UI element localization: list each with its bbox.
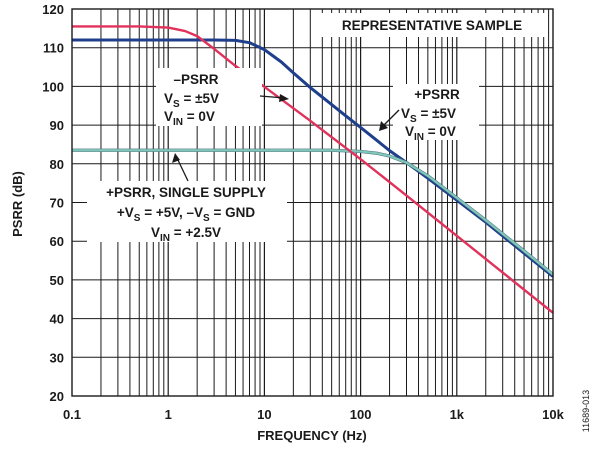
- y-tick-label: 100: [42, 79, 64, 94]
- x-axis-title: FREQUENCY (Hz): [257, 428, 367, 443]
- annotation-sample-box: [319, 13, 546, 37]
- y-tick-label: 110: [43, 41, 64, 56]
- y-tick-label: 90: [50, 118, 64, 133]
- y-tick-label: 40: [50, 312, 64, 327]
- series-line-pos-psrr: [72, 38, 554, 278]
- x-tick-label: 10: [257, 407, 271, 422]
- annotation-pos-box: [393, 84, 479, 140]
- x-tick-label: 1k: [450, 407, 465, 422]
- series-line-pos-psrr-single: [72, 149, 554, 276]
- single-psrr-label: +PSRR, SINGLE SUPPLY: [106, 185, 266, 200]
- annotation-arrows: [172, 94, 400, 182]
- pos-arrow-head: [379, 121, 388, 131]
- x-tick-label: 10k: [542, 407, 564, 422]
- annotation-neg-box: [156, 68, 262, 126]
- y-tick-label: 70: [50, 196, 64, 211]
- series-lines: [72, 25, 555, 314]
- y-tick-label: 50: [50, 273, 64, 288]
- pos-arrow-line: [382, 109, 400, 127]
- annotation-sample-text: REPRESENTATIVE SAMPLE: [342, 18, 522, 33]
- single-arrow-line: [176, 157, 189, 182]
- series-line-neg-psrr: [72, 25, 554, 314]
- y-tick-label: 120: [42, 2, 64, 17]
- y-tick-label: 30: [50, 350, 64, 365]
- x-tick-label: 100: [350, 407, 372, 422]
- neg-psrr-label: –PSRR: [173, 72, 218, 87]
- y-tick-label: 20: [50, 389, 64, 404]
- pos-psrr-label: +PSRR: [414, 87, 460, 102]
- y-axis-title: PSRR (dB): [10, 171, 25, 237]
- pos-vin-label: VIN = 0V: [405, 124, 456, 143]
- neg-arrow-head: [279, 94, 289, 102]
- y-tick-label: 80: [50, 157, 64, 172]
- x-tick-label: 0.1: [63, 407, 81, 422]
- annotation-single-box: [87, 181, 287, 242]
- annotation-single-text: +PSRR, SINGLE SUPPLY +VS = +5V, –VS = GN…: [106, 185, 266, 244]
- plot-frame: [71, 8, 554, 397]
- figure-id: 11689-013: [581, 390, 591, 432]
- single-vin-label: VIN = +2.5V: [151, 225, 221, 244]
- y-tick-label: 60: [50, 234, 64, 249]
- single-vs-label: +VS = +5V, –VS = GND: [117, 205, 255, 224]
- x-tick-label: 1: [165, 407, 172, 422]
- single-arrow-head: [172, 153, 180, 163]
